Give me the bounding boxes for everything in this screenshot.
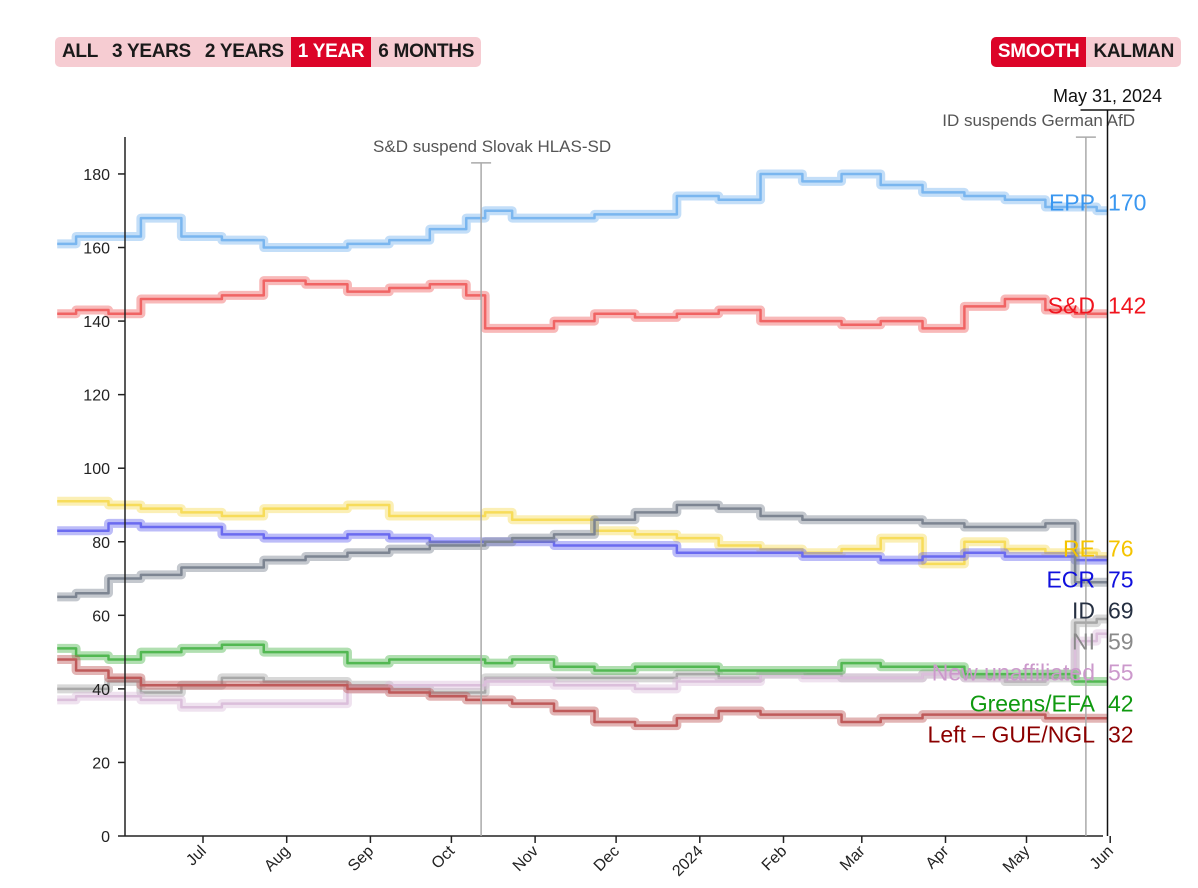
range-button-all[interactable]: ALL — [62, 41, 99, 62]
y-tick-label: 40 — [92, 682, 110, 699]
x-tick-label: Jul — [183, 843, 209, 869]
x-tick-label: Apr — [923, 842, 953, 872]
x-tick-label: Nov — [510, 843, 542, 875]
end-label-left-gue-ngl: Left – GUE/NGL 32 — [928, 721, 1134, 747]
series-ecr — [57, 518, 1108, 565]
y-tick-label: 0 — [101, 829, 110, 846]
smoothing-mode-selector: SMOOTH KALMAN — [990, 37, 1181, 67]
end-label-ecr: ECR 75 — [1046, 566, 1133, 592]
y-tick-label: 120 — [83, 388, 110, 405]
y-tick-label: 100 — [83, 461, 110, 478]
series-line — [57, 279, 1108, 330]
series-value-label: 170 — [1108, 190, 1146, 216]
series-name-label: ID — [1072, 597, 1095, 623]
series-name-label: ECR — [1046, 566, 1095, 592]
series-line — [57, 632, 1108, 709]
series-line — [57, 503, 1108, 599]
x-tick-label: Jun — [1087, 843, 1117, 873]
x-tick-label: Oct — [429, 842, 459, 872]
x-tick-label: 2024 — [669, 843, 706, 880]
annotation-label: S&D suspend Slovak HLAS-SD — [373, 137, 611, 156]
y-tick-label: 180 — [83, 167, 110, 184]
x-tick-label: Sep — [345, 843, 377, 875]
series-value-label: 76 — [1108, 535, 1134, 561]
series-id — [57, 500, 1108, 602]
range-button-2-years[interactable]: 2 YEARS — [204, 41, 284, 62]
series-line — [57, 643, 1108, 683]
end-label-id: ID 69 — [1072, 597, 1134, 623]
series-value-label: 142 — [1108, 293, 1146, 319]
series-value-label: 32 — [1108, 721, 1134, 747]
series-value-label: 55 — [1108, 659, 1134, 685]
end-label-s-d: S&D 142 — [1048, 293, 1147, 319]
range-button-6-months[interactable]: 6 MONTHS — [378, 41, 475, 62]
range-button-1-year[interactable]: 1 YEAR — [290, 37, 372, 67]
x-tick-label: May — [1000, 843, 1033, 876]
series-s-d — [57, 276, 1108, 333]
series-value-label: 59 — [1108, 628, 1134, 654]
series-new-unaffiliated — [57, 629, 1108, 712]
end-label-greens-efa: Greens/EFA 42 — [970, 690, 1134, 716]
series-name-label: S&D — [1048, 293, 1095, 319]
series-name-label: New unaffiliated — [932, 659, 1095, 685]
end-label-re: RE 76 — [1063, 535, 1134, 561]
x-tick-label: Mar — [837, 842, 869, 874]
x-tick-label: Aug — [261, 843, 293, 875]
end-label-new-unaffiliated: New unaffiliated 55 — [932, 659, 1134, 685]
y-tick-label: 60 — [92, 608, 110, 625]
series-value-label: 75 — [1108, 566, 1134, 592]
series-left-gue-ngl — [57, 654, 1108, 731]
y-tick-label: 20 — [92, 755, 110, 772]
current-date-label: May 31, 2024 — [1053, 86, 1162, 106]
time-range-selector: ALL 3 YEARS 2 YEARS 1 YEAR 6 MONTHS — [55, 37, 482, 67]
series-line — [57, 522, 1108, 562]
series-value-label: 69 — [1108, 597, 1134, 623]
y-tick-label: 80 — [92, 535, 110, 552]
series-name-label: RE — [1063, 535, 1095, 561]
series-greens-efa — [57, 640, 1108, 687]
series-name-label: Greens/EFA — [970, 690, 1096, 716]
mode-button-smooth[interactable]: SMOOTH — [990, 37, 1087, 67]
series-line — [57, 658, 1108, 727]
mode-button-kalman[interactable]: KALMAN — [1093, 41, 1174, 62]
x-tick-label: Dec — [591, 843, 623, 875]
series-line — [57, 172, 1108, 249]
y-tick-label: 160 — [83, 241, 110, 258]
range-button-3-years[interactable]: 3 YEARS — [112, 41, 191, 62]
y-tick-label: 140 — [83, 314, 110, 331]
series-name-label: Left – GUE/NGL — [928, 721, 1096, 747]
x-tick-label: Feb — [759, 843, 791, 875]
series-band — [57, 518, 1108, 565]
end-label-epp: EPP 170 — [1049, 190, 1146, 216]
end-label-ni: NI 59 — [1072, 628, 1134, 654]
series-name-label: NI — [1072, 628, 1095, 654]
series-name-label: EPP — [1049, 190, 1095, 216]
series-epp — [57, 169, 1108, 253]
annotation-label: ID suspends German AfD — [942, 111, 1135, 130]
series-value-label: 42 — [1108, 690, 1134, 716]
